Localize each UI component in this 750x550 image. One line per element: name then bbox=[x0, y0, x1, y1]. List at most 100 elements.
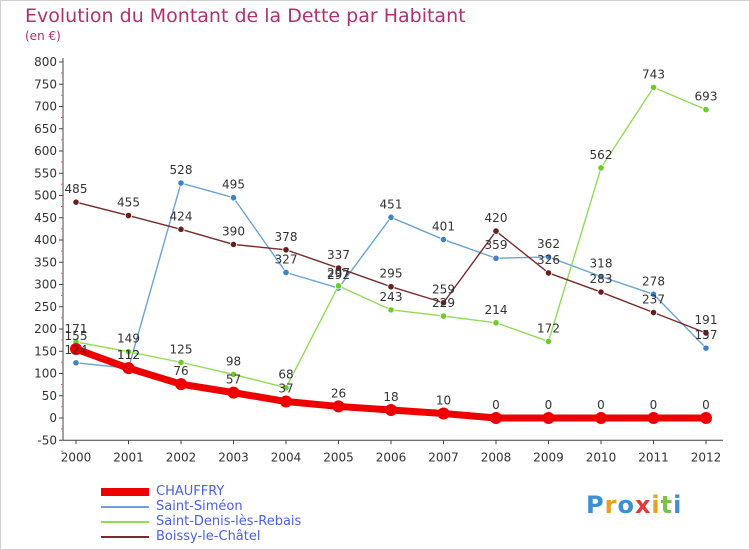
x-tick-label: 2000 bbox=[61, 450, 92, 464]
data-point bbox=[649, 308, 658, 317]
y-tick-label: 500 bbox=[34, 189, 57, 203]
x-tick-label: 2005 bbox=[323, 450, 354, 464]
x-tick-label: 2007 bbox=[428, 450, 459, 464]
data-point bbox=[387, 213, 395, 221]
data-point bbox=[647, 412, 660, 424]
data-point bbox=[649, 290, 658, 298]
data-label: 485 bbox=[65, 182, 88, 196]
data-label: 420 bbox=[485, 211, 508, 225]
data-label: 495 bbox=[222, 178, 245, 192]
data-label: 0 bbox=[650, 398, 658, 412]
data-point bbox=[334, 282, 343, 290]
data-label: 125 bbox=[170, 342, 193, 356]
legend-label: CHAUFFRY bbox=[156, 484, 225, 499]
chart-title: Evolution du Montant de la Dette par Hab… bbox=[25, 5, 466, 27]
data-point bbox=[490, 412, 502, 424]
data-label: 214 bbox=[485, 303, 508, 317]
data-label: 326 bbox=[537, 253, 560, 267]
data-label: 424 bbox=[170, 209, 193, 223]
data-label: 693 bbox=[695, 90, 718, 104]
data-point bbox=[437, 407, 450, 420]
data-point bbox=[597, 164, 605, 172]
data-label: 26 bbox=[331, 386, 346, 400]
data-point bbox=[72, 198, 80, 206]
data-point bbox=[544, 269, 553, 277]
data-label: 259 bbox=[432, 283, 455, 297]
x-tick-label: 2006 bbox=[376, 450, 407, 464]
data-point bbox=[544, 253, 553, 261]
data-point bbox=[122, 362, 135, 375]
logo-letter: i bbox=[673, 491, 683, 519]
data-label: 362 bbox=[537, 237, 560, 251]
y-tick-label: 0 bbox=[49, 411, 57, 425]
y-tick-label: 250 bbox=[34, 300, 57, 314]
logo-letter: P bbox=[586, 491, 605, 519]
x-tick-label: 2002 bbox=[166, 450, 197, 464]
data-label: 401 bbox=[432, 220, 455, 234]
data-point bbox=[175, 378, 187, 391]
data-label: 172 bbox=[537, 321, 560, 335]
data-point bbox=[597, 288, 605, 296]
data-point bbox=[702, 344, 710, 352]
data-label: 124 bbox=[65, 343, 88, 357]
proxiti-logo: Proxiti bbox=[586, 491, 682, 519]
x-tick-label: 2012 bbox=[691, 450, 722, 464]
y-tick-label: 300 bbox=[34, 278, 57, 292]
data-label: 57 bbox=[226, 373, 241, 387]
y-tick-label: 400 bbox=[34, 233, 57, 247]
data-label: 455 bbox=[117, 196, 140, 210]
logo-letter: r bbox=[604, 491, 618, 519]
y-tick-label: 700 bbox=[34, 100, 57, 114]
data-label: 112 bbox=[117, 348, 140, 362]
logo-letter: o bbox=[617, 491, 635, 519]
data-label: 0 bbox=[492, 398, 500, 412]
data-point bbox=[439, 235, 448, 244]
data-label: 283 bbox=[590, 272, 613, 286]
data-label: 149 bbox=[117, 332, 140, 346]
data-label: 390 bbox=[222, 224, 245, 238]
data-label: 327 bbox=[275, 252, 298, 266]
data-point bbox=[280, 395, 292, 408]
data-label: 451 bbox=[380, 197, 403, 211]
data-label: 528 bbox=[170, 163, 193, 177]
data-point bbox=[229, 194, 238, 202]
data-point bbox=[439, 312, 448, 320]
x-tick-label: 2001 bbox=[113, 450, 144, 464]
y-tick-label: 100 bbox=[34, 367, 57, 381]
data-label: 318 bbox=[590, 256, 613, 270]
legend-label: Boissy-le-Châtel bbox=[156, 529, 261, 544]
data-point bbox=[649, 83, 658, 91]
data-point bbox=[227, 386, 240, 399]
data-label: 0 bbox=[545, 398, 553, 412]
x-tick-label: 2003 bbox=[218, 450, 249, 464]
data-label: 68 bbox=[278, 368, 293, 382]
data-label: 10 bbox=[436, 394, 451, 408]
data-label: 112 bbox=[117, 348, 140, 362]
y-tick-label: 650 bbox=[34, 122, 57, 136]
data-point bbox=[439, 299, 448, 307]
data-label: 229 bbox=[432, 296, 455, 310]
data-point bbox=[492, 319, 500, 327]
y-tick-label: 450 bbox=[34, 211, 57, 225]
data-label: 37 bbox=[278, 382, 293, 396]
data-point bbox=[595, 412, 607, 424]
y-tick-label: 150 bbox=[34, 344, 57, 358]
data-point bbox=[229, 370, 238, 378]
y-tick-label: 800 bbox=[34, 55, 57, 69]
data-point bbox=[177, 358, 185, 366]
data-point bbox=[72, 359, 80, 367]
data-label: 18 bbox=[383, 390, 398, 404]
data-point bbox=[177, 225, 185, 233]
data-label: 98 bbox=[226, 354, 241, 368]
chart-subtitle: (en €) bbox=[25, 29, 61, 43]
data-label: 237 bbox=[642, 293, 665, 307]
y-tick-label: 350 bbox=[34, 255, 57, 269]
data-label: 0 bbox=[702, 398, 710, 412]
data-point bbox=[124, 348, 133, 356]
legend-label: Saint-Siméon bbox=[156, 499, 243, 514]
data-point bbox=[544, 337, 553, 346]
data-point bbox=[282, 268, 290, 277]
data-point bbox=[702, 106, 710, 114]
y-tick-label: 50 bbox=[42, 389, 57, 403]
